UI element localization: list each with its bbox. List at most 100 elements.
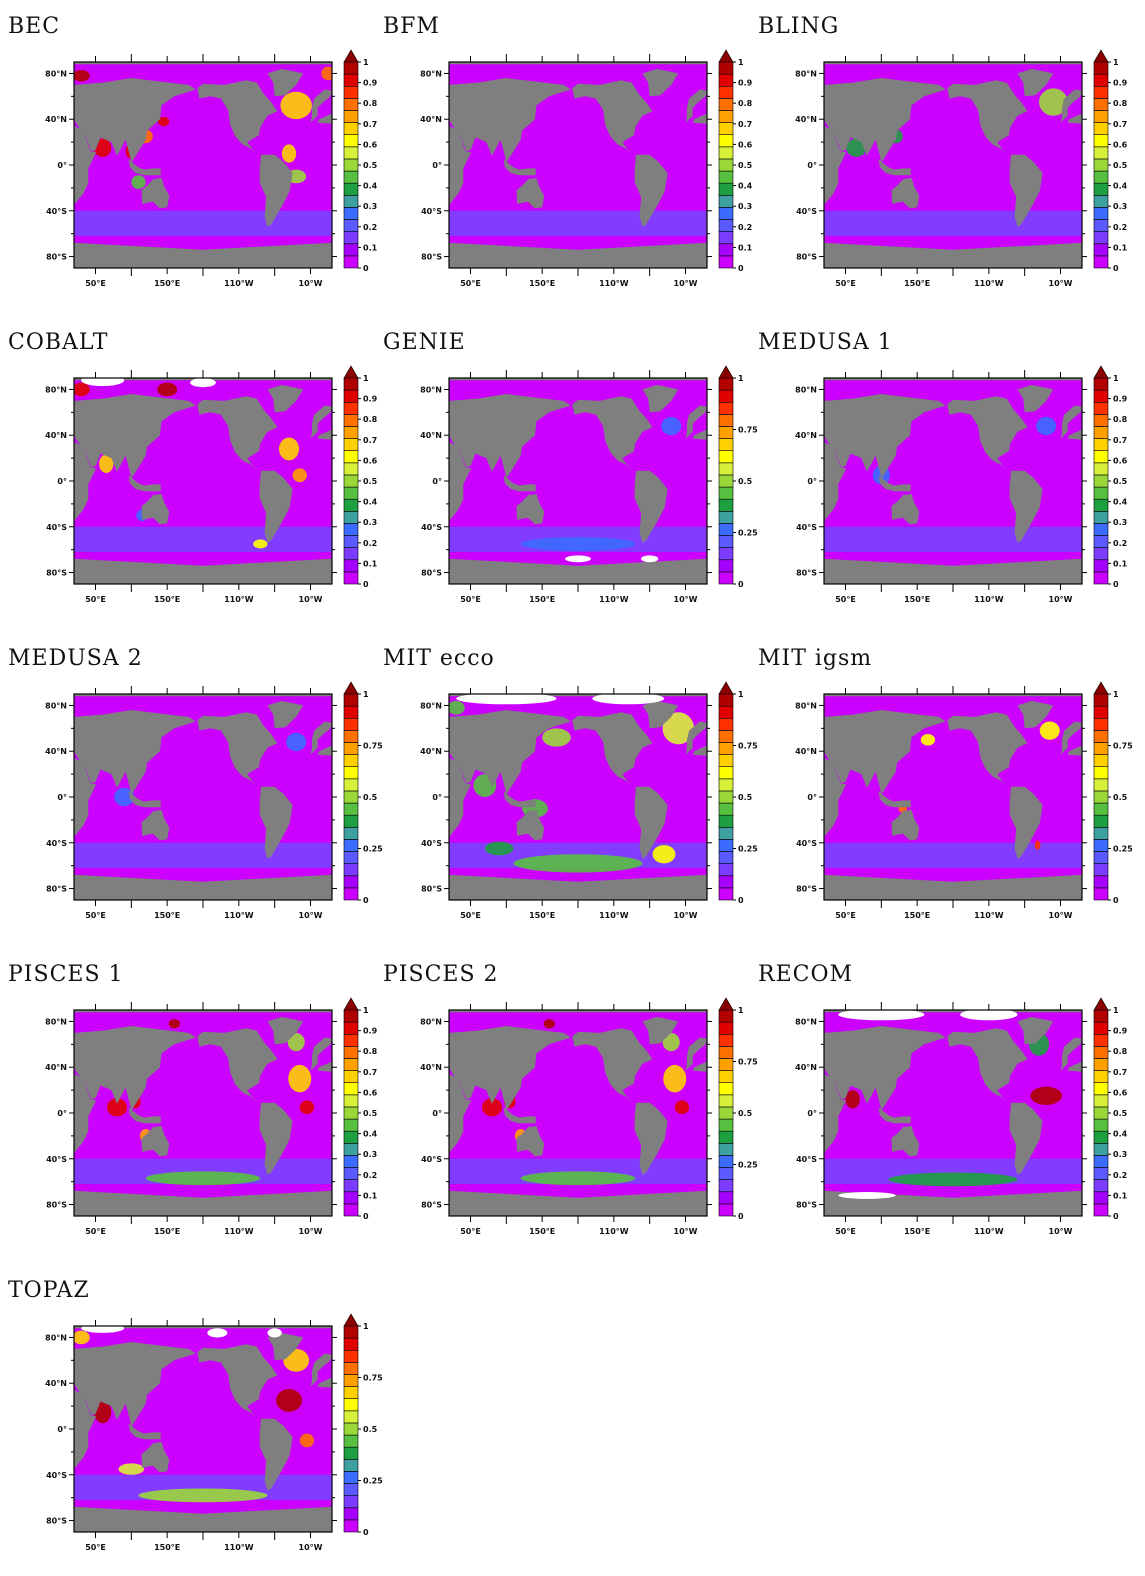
y-tick-label: 0° xyxy=(432,477,442,486)
land-europe2 xyxy=(317,1377,332,1388)
colorbar-cell xyxy=(343,1362,359,1375)
colorbar-label: 0.5 xyxy=(738,161,753,170)
land-europe xyxy=(310,1353,332,1387)
colorbar-cell xyxy=(718,730,734,743)
colorbar-label: 0 xyxy=(738,264,744,273)
colorbar-label: 1 xyxy=(363,374,369,383)
land-eurasia xyxy=(449,78,571,163)
colorbar-cell xyxy=(343,85,359,99)
colorbar-extend-arrow xyxy=(343,1313,359,1327)
map-plot: 80°N 40°N 0° 40°S 80°S 50°E 150°E 110°W 10°W 1 0.7… xyxy=(45,681,383,920)
colorbar-label: 0.7 xyxy=(1113,120,1127,129)
y-tick-label: 80°S xyxy=(796,569,817,578)
colorbar-label: 0.3 xyxy=(1113,518,1127,527)
x-tick-label: 150°E xyxy=(529,911,555,920)
map-plot: 80°N 40°N 0° 40°S 80°S 50°E 150°E 110°W 10°W 1 0.7… xyxy=(795,681,1133,920)
land-indonesia xyxy=(128,159,161,176)
colorbar-label: 0.3 xyxy=(1113,1150,1127,1159)
colorbar-cell xyxy=(343,1118,359,1132)
colorbar-label: 0.25 xyxy=(738,529,758,538)
colorbar-cell xyxy=(718,438,734,452)
colorbar-label: 0.1 xyxy=(738,243,753,252)
missing-data-patch xyxy=(207,1328,228,1338)
y-tick-label: 80°N xyxy=(795,69,817,78)
colorbar-label: 0.25 xyxy=(1113,845,1133,854)
colorbar-cell xyxy=(718,547,734,561)
x-tick-label: 150°E xyxy=(904,1227,930,1236)
colorbar-label: 0.7 xyxy=(738,120,752,129)
land-samerica xyxy=(634,470,668,543)
colorbar-cell xyxy=(1093,122,1109,136)
colorbar-cell xyxy=(343,1483,359,1496)
colorbar-cell xyxy=(1093,1106,1109,1120)
colorbar-cell xyxy=(343,863,359,877)
productivity-patch xyxy=(74,382,90,397)
x-tick-label: 50°E xyxy=(85,1543,106,1552)
y-tick-label: 80°N xyxy=(45,69,67,78)
x-tick-label: 50°E xyxy=(85,595,106,604)
y-tick-label: 0° xyxy=(57,793,67,802)
x-tick-label: 10°W xyxy=(674,595,698,604)
y-tick-label: 80°S xyxy=(46,253,67,262)
colorbar-label: 1 xyxy=(363,58,369,67)
colorbar-cell xyxy=(1093,401,1109,415)
land-europe2 xyxy=(317,745,332,756)
land-namerica xyxy=(572,396,653,471)
colorbar-label: 0 xyxy=(363,1212,369,1221)
colorbar-cell xyxy=(1093,85,1109,99)
colorbar-label: 0.8 xyxy=(363,1047,378,1056)
land-europe2 xyxy=(317,113,332,124)
land-namerica xyxy=(572,80,653,155)
colorbar-label: 0.5 xyxy=(1113,793,1128,802)
land-europe xyxy=(685,721,707,755)
productivity-patch xyxy=(253,539,268,549)
y-tick-label: 40°N xyxy=(45,115,67,124)
colorbar-label: 0 xyxy=(363,896,369,905)
map-area xyxy=(824,378,1082,584)
x-tick-label: 50°E xyxy=(85,279,106,288)
productivity-patch xyxy=(131,175,146,190)
land-europe xyxy=(1060,405,1082,439)
colorbar-extend-arrow xyxy=(343,997,359,1011)
colorbar-cell xyxy=(343,98,359,111)
colorbar-cell xyxy=(343,1094,359,1108)
colorbar-cell xyxy=(1093,377,1109,391)
map-area xyxy=(74,694,332,900)
colorbar-label: 0.2 xyxy=(363,223,377,232)
productivity-patch xyxy=(94,138,112,157)
colorbar-cell xyxy=(343,742,359,755)
map-area xyxy=(74,1010,332,1216)
colorbar-label: 1 xyxy=(738,374,744,383)
colorbar-cell xyxy=(1093,207,1109,220)
x-tick-label: 10°W xyxy=(674,911,698,920)
land-indonesia xyxy=(878,1107,911,1124)
colorbar-label: 1 xyxy=(363,1322,369,1331)
y-tick-label: 0° xyxy=(807,793,817,802)
land-eurasia xyxy=(74,78,196,163)
colorbar-cell xyxy=(343,814,359,828)
colorbar-cell xyxy=(718,1021,734,1035)
colorbar-label: 0.3 xyxy=(738,202,752,211)
map-plot: 80°N 40°N 0° 40°S 80°S 50°E 150°E 110°W 10°W 1 0.9… xyxy=(795,997,1128,1236)
y-tick-label: 40°N xyxy=(795,115,817,124)
colorbar-cell xyxy=(343,1410,359,1424)
y-tick-label: 80°S xyxy=(421,1201,442,1210)
colorbar-cell xyxy=(343,474,359,488)
y-tick-label: 80°N xyxy=(45,1017,67,1026)
land-samerica xyxy=(259,1102,293,1175)
colorbar-cell xyxy=(1093,170,1109,184)
missing-data-patch xyxy=(81,1326,125,1333)
colorbar-label: 1 xyxy=(1113,58,1119,67)
colorbar-extend-arrow xyxy=(1093,997,1109,1011)
colorbar-cell xyxy=(1093,1009,1109,1023)
colorbar-label: 0.2 xyxy=(1113,223,1127,232)
colorbar-extend-arrow xyxy=(718,49,734,63)
x-tick-label: 150°E xyxy=(154,1227,180,1236)
colorbar-label: 0.5 xyxy=(363,1109,378,1118)
y-tick-label: 40°S xyxy=(46,523,67,532)
map-panel: BLING 80°N 40°N 0° 40°S 80°S 50°E 150°E 110°W 10°… xyxy=(756,12,1131,312)
land-namerica xyxy=(197,80,278,155)
colorbar-label: 0.25 xyxy=(363,845,383,854)
colorbar-cell xyxy=(343,1155,359,1168)
colorbar-cell xyxy=(343,73,359,87)
